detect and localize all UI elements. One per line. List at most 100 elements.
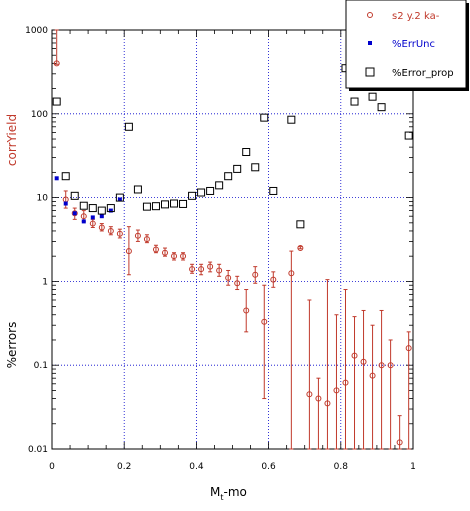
plot-background bbox=[52, 30, 413, 449]
data-point-errorprop bbox=[70, 191, 79, 200]
data-point-corryield bbox=[89, 220, 96, 227]
data-point-corryield bbox=[333, 387, 340, 394]
data-point-corryield bbox=[53, 60, 60, 67]
data-marks bbox=[52, 29, 413, 450]
x-axis-label: Mt-mo bbox=[210, 485, 247, 502]
data-point-errunc bbox=[117, 197, 122, 202]
data-point-corryield bbox=[98, 224, 105, 231]
data-point-errorprop bbox=[269, 186, 278, 195]
legend-marker-errorprop bbox=[365, 67, 375, 77]
data-point-errunc bbox=[63, 201, 68, 206]
y-axis-label-corryield: corrYield bbox=[5, 114, 19, 166]
data-point-errorprop bbox=[233, 164, 242, 173]
data-point-corryield bbox=[351, 352, 358, 359]
data-point-corryield bbox=[180, 253, 187, 260]
data-point-errunc bbox=[81, 219, 86, 224]
data-point-corryield bbox=[297, 245, 304, 252]
legend-marker-corryield bbox=[367, 12, 373, 18]
y-tick-label: 1000 bbox=[25, 26, 48, 36]
data-point-errorprop bbox=[404, 131, 413, 140]
data-point-corryield bbox=[396, 439, 403, 446]
x-tick-label: 0.4 bbox=[189, 462, 204, 472]
data-point-corryield bbox=[80, 213, 87, 220]
data-point-corryield bbox=[152, 246, 159, 253]
data-point-corryield bbox=[261, 318, 268, 325]
data-point-errorprop bbox=[287, 115, 296, 124]
x-tick-labels: 0 0.2 0.4 0.6 0.8 1 bbox=[49, 462, 416, 472]
plot-frame bbox=[51, 29, 414, 450]
data-point-corryield bbox=[143, 236, 150, 243]
data-point-corryield bbox=[189, 266, 196, 273]
data-point-errorprop bbox=[79, 201, 88, 210]
data-point-errorprop bbox=[368, 92, 377, 101]
data-point-errorprop bbox=[124, 122, 133, 131]
data-point-errorprop bbox=[61, 172, 70, 181]
data-point-corryield bbox=[270, 276, 277, 283]
data-point-corryield bbox=[360, 358, 367, 365]
data-point-corryield bbox=[171, 253, 178, 260]
x-tick-label: 0 bbox=[49, 462, 55, 472]
x-tick-label: 1 bbox=[410, 462, 416, 472]
data-point-corryield bbox=[252, 271, 259, 278]
legend-label-corryield: s2 y.2 ka- bbox=[392, 11, 440, 22]
data-point-errorprop bbox=[242, 148, 251, 157]
data-point-errorprop bbox=[179, 199, 188, 208]
data-point-errorprop bbox=[142, 202, 151, 211]
legend-label-errorprop: %Error_prop bbox=[392, 68, 454, 79]
data-point-errunc bbox=[54, 176, 59, 181]
data-point-corryield bbox=[161, 249, 168, 256]
y-tick-label: 0.01 bbox=[28, 445, 48, 455]
data-point-errorprop bbox=[106, 204, 115, 213]
data-point-corryield bbox=[116, 230, 123, 237]
x-tick-label: 0.2 bbox=[117, 462, 131, 472]
y-tick-label: 10 bbox=[37, 194, 49, 204]
x-tick-label: 0.6 bbox=[261, 462, 276, 472]
legend-marker-errunc bbox=[368, 41, 372, 45]
data-point-corryield bbox=[324, 400, 331, 407]
data-point-errorprop bbox=[52, 97, 61, 106]
y-tick-labels: 0.01 0.1 1 10 100 1000 bbox=[25, 26, 48, 455]
x-tick-label: 0.8 bbox=[334, 462, 349, 472]
data-point-corryield bbox=[125, 248, 132, 255]
data-point-corryield bbox=[198, 266, 205, 273]
data-point-corryield bbox=[369, 372, 376, 379]
data-point-corryield bbox=[387, 362, 394, 369]
y-axis-label-errors: %errors bbox=[5, 322, 19, 369]
legend-shadow-right bbox=[466, 3, 469, 91]
data-point-corryield bbox=[342, 379, 349, 386]
data-point-errorprop bbox=[350, 97, 359, 106]
y-tick-label: 100 bbox=[31, 110, 48, 120]
data-point-corryield bbox=[405, 345, 412, 352]
data-point-errorprop bbox=[188, 191, 197, 200]
data-point-errorprop bbox=[197, 188, 206, 197]
data-point-errorprop bbox=[377, 103, 386, 112]
data-point-errorprop bbox=[260, 113, 269, 122]
data-point-errorprop bbox=[88, 204, 97, 213]
y-tick-label: 0.1 bbox=[34, 361, 48, 371]
data-point-corryield bbox=[288, 270, 295, 277]
data-point-corryield bbox=[243, 307, 250, 314]
data-point-errorprop bbox=[97, 206, 106, 215]
data-point-corryield bbox=[315, 395, 322, 402]
data-point-errunc bbox=[99, 214, 104, 219]
legend-label-errunc: %ErrUnc bbox=[392, 39, 435, 50]
data-point-errorprop bbox=[296, 220, 305, 229]
grid-lines bbox=[52, 30, 413, 449]
x-axis-label-rest: -mo bbox=[224, 485, 247, 499]
data-point-corryield bbox=[225, 274, 232, 281]
data-point-errorprop bbox=[133, 185, 142, 194]
data-point-corryield bbox=[306, 391, 313, 398]
data-point-corryield bbox=[234, 280, 241, 287]
y-tick-label: 1 bbox=[42, 277, 48, 287]
data-point-corryield bbox=[378, 362, 385, 369]
data-point-errunc bbox=[108, 208, 113, 213]
data-point-errorprop bbox=[160, 200, 169, 209]
data-point-corryield bbox=[207, 263, 214, 270]
legend: s2 y.2 ka- %ErrUnc %Error_prop bbox=[345, 0, 469, 91]
data-point-corryield bbox=[107, 227, 114, 234]
x-axis-label-sub: t bbox=[220, 493, 223, 502]
data-point-errorprop bbox=[215, 181, 224, 190]
data-point-errorprop bbox=[115, 193, 124, 202]
data-point-errorprop bbox=[170, 199, 179, 208]
